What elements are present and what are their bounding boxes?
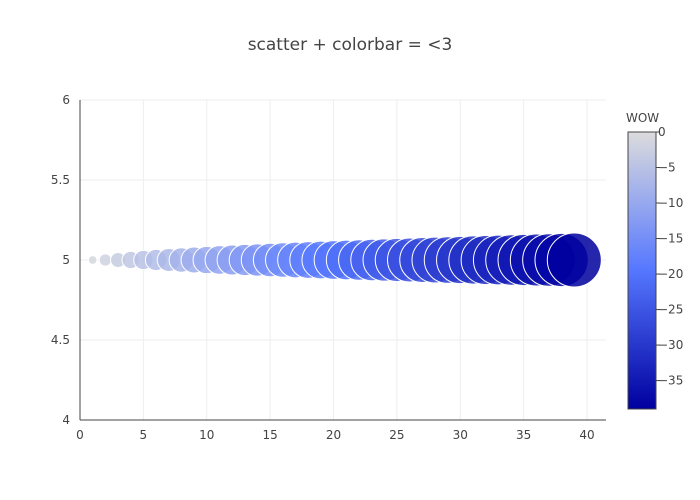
scatter-point — [87, 255, 98, 265]
y-tick-label: 5 — [62, 253, 70, 267]
chart-title: scatter + colorbar = <3 — [248, 35, 453, 55]
colorbar-tick-label: −30 — [658, 338, 683, 352]
x-tick-label: 10 — [199, 428, 214, 442]
colorbar: WOW 0 −5 −10 −15 −20 −25 −30 −35 — [626, 111, 683, 410]
colorbar-tick-label: −15 — [658, 232, 683, 246]
x-tick-label: 40 — [579, 428, 594, 442]
colorbar-tick-label: −20 — [658, 267, 683, 281]
y-tick-label: 5.5 — [51, 173, 70, 187]
colorbar-tick-label: −25 — [658, 303, 683, 317]
colorbar-tick-label: −10 — [658, 196, 683, 210]
x-tick-label: 30 — [453, 428, 468, 442]
scatter-point — [546, 232, 602, 288]
colorbar-ticks: 0 −5 −10 −15 −20 −25 −30 −35 — [656, 125, 683, 388]
x-tick-label: 35 — [516, 428, 531, 442]
x-tick-label: 15 — [262, 428, 277, 442]
colorbar-gradient — [627, 131, 657, 410]
y-tick-label: 4 — [62, 413, 70, 427]
markers — [87, 232, 602, 288]
x-tick-label: 5 — [140, 428, 148, 442]
y-tick-label: 6 — [62, 93, 70, 107]
x-tick-label: 0 — [76, 428, 84, 442]
x-tick-label: 20 — [326, 428, 341, 442]
colorbar-tick-label: −5 — [658, 161, 676, 175]
scatter-point — [98, 253, 112, 267]
colorbar-tick-label: −35 — [658, 374, 683, 388]
y-tick-label: 4.5 — [51, 333, 70, 347]
axes: 0 5 10 15 20 25 30 35 40 4 4.5 5 5.5 6 — [51, 93, 606, 442]
colorbar-tick-label: 0 — [658, 125, 666, 139]
colorbar-title: WOW — [626, 111, 659, 125]
x-tick-label: 25 — [389, 428, 404, 442]
